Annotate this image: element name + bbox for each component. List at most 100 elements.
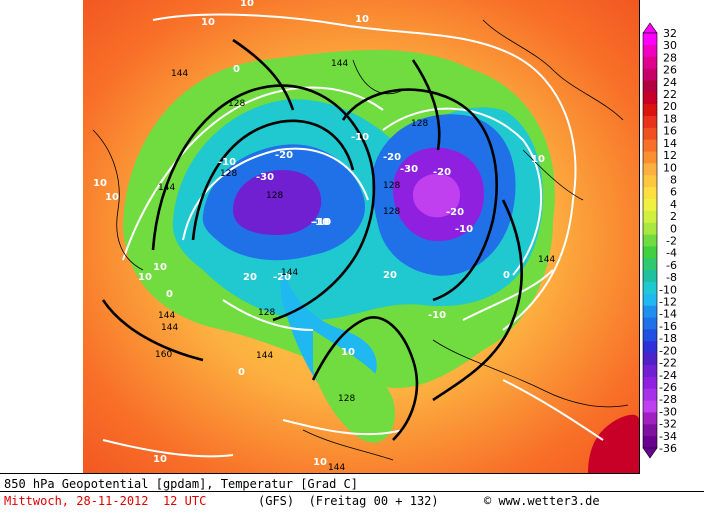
geopotential-label: 128 [383,181,400,191]
legend-frame [642,32,658,449]
legend-tick-label: -18 [659,332,677,345]
legend-swatch [643,44,657,58]
legend-swatch [643,246,657,259]
geopotential-label: 144 [331,59,348,69]
legend-labels: 32302826242220181614121086420-2-4-6-8-10… [659,27,677,455]
geopotential-label: 128 [383,207,400,217]
legend-tick-label: -34 [659,430,677,443]
legend-swatch [643,139,657,153]
legend-swatch [643,388,657,402]
geopotential-label: 144 [158,183,175,193]
legend-tick-label: -14 [659,308,677,321]
isotherm-labels: 10 10 10 10 10 10 10 0 0 -10 -10 -20 -20… [93,0,545,468]
isotherm-label: 10 [138,272,152,283]
legend-swatch [643,104,657,117]
geopotential-label: 144 [256,351,273,361]
legend-tick-label: -24 [659,369,677,382]
legend-tick-label: 2 [670,210,677,223]
coastlines [92,19,629,461]
legend-swatch [643,163,657,176]
geopotential-label: 144 [538,255,555,265]
legend-tick-label: -6 [666,259,677,272]
isotherm-label: 10 [201,17,215,28]
isotherm-label: 20 [243,272,257,283]
legend-tick-label: 16 [663,125,677,138]
legend-tick-label: -22 [659,357,677,370]
legend-swatch [643,92,657,105]
isotherm-label: 10 [240,0,254,9]
legend-swatch [643,258,657,271]
legend-swatch [643,175,657,188]
geopotential-label: 128 [266,191,283,201]
legend-swatch [643,33,657,46]
isotherm-label: 10 [153,454,167,465]
temperature-color-legend: 32 30 28 26 24 22 20 18 16 14 12 10 8 6 4 2 0 -2 -4 -6 -8 -10… [641,0,704,474]
legend-swatch [643,222,657,236]
isotherm-label: 20 [383,270,397,281]
geopotential-label: 128 [258,308,275,318]
isotherm-label: -10 [351,132,369,143]
isotherm-label: 10 [313,457,327,468]
legend-swatch [643,270,657,283]
geopotential-label: 144 [281,268,298,278]
isotherm-label: 10 [531,154,545,165]
legend-tick-label: -10 [659,283,677,296]
geopotential-label: 144 [171,69,188,79]
legend-tick-label: -20 [659,344,677,357]
legend-bottom-arrow [642,447,658,459]
legend-swatch [643,341,657,354]
legend-scale: 32302826242220181614121086420-2-4-6-8-10… [642,22,677,459]
legend-tick-label: 32 [663,27,677,40]
legend-swatch [643,80,657,93]
legend-tick-label: -4 [666,247,677,260]
legend-tick-label: 20 [663,100,677,113]
legend-tick-label: 4 [670,198,677,211]
legend-tick-label: -2 [666,235,677,248]
isotherm-label: 0 [503,270,510,281]
legend-swatch [643,234,657,247]
legend-swatch [643,116,657,129]
legend-swatch [643,353,657,366]
purple-cold-core-west [233,170,322,235]
legend-swatch [643,424,657,437]
legend-swatch [643,56,657,70]
isotherm-label: -10 [455,224,473,235]
legend-tick-label: 24 [663,76,677,89]
legend-swatch [643,127,657,141]
legend-swatch [643,305,657,319]
footer-divider [0,491,704,492]
legend-tick-label: -36 [659,442,677,455]
hot-corner [588,414,639,473]
legend-swatch [643,329,657,342]
legend-swatch [643,376,657,390]
geopotential-label: 128 [411,119,428,129]
legend-tick-label: 22 [663,88,677,101]
legend-tick-label: -8 [666,271,677,284]
legend-swatches [642,32,658,449]
legend-tick-label: -28 [659,393,677,406]
legend-tick-label: -12 [659,296,677,309]
geopotential-label: 128 [220,169,237,179]
legend-tick-label: 18 [663,112,677,125]
isotherm-label: -20 [383,152,401,163]
legend-swatch [643,151,657,164]
source-credit: © www.wetter3.de [484,494,600,508]
legend-top-arrow [642,22,658,34]
isotherm-label: 10 [153,262,167,273]
isotherm-label: -20 [433,167,451,178]
legend-swatch [643,210,657,224]
legend-tick-label: 0 [670,222,677,235]
geopotential-label: 144 [161,323,178,333]
magenta-cold-center [413,173,461,218]
legend-swatch [643,199,657,212]
model-run: (GFS) (Freitag 00 + 132) [258,494,439,508]
legend-tick-label: 30 [663,39,677,52]
legend-swatch [643,68,657,81]
geopotential-label: 128 [338,394,355,404]
isotherm-label: 10 [93,178,107,189]
legend-tick-label: 28 [663,51,677,64]
map-title: 850 hPa Geopotential [gpdam], Temperatur… [4,477,359,491]
legend-tick-label: -30 [659,405,677,418]
map-valid-time: Mittwoch, 28-11-2012 12 UTC [4,494,207,508]
